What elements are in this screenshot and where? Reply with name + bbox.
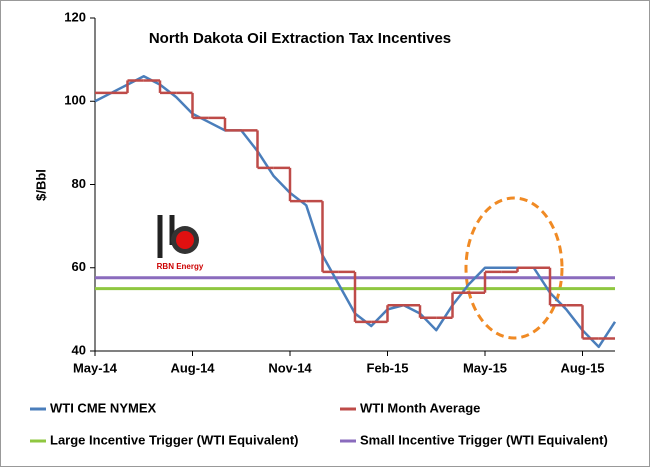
logo-dot [176, 231, 194, 249]
chart-title: North Dakota Oil Extraction Tax Incentiv… [149, 30, 451, 47]
highlight-ellipse [464, 196, 564, 340]
y-tick-label: 120 [64, 9, 86, 24]
x-tick-label: May-15 [463, 360, 507, 375]
legend-label: WTI CME NYMEX [50, 400, 156, 415]
y-axis-label: $/Bbl [33, 169, 48, 201]
legend-label: WTI Month Average [360, 400, 480, 415]
x-tick-label: May-14 [73, 360, 118, 375]
x-tick-label: Aug-15 [560, 360, 604, 375]
x-tick-label: Aug-14 [170, 360, 215, 375]
legend-label: Large Incentive Trigger (WTI Equivalent) [50, 432, 299, 447]
x-tick-label: Feb-15 [367, 360, 409, 375]
y-tick-label: 80 [72, 176, 86, 191]
logo: RBN Energy [157, 215, 204, 271]
logo-text: RBN Energy [157, 262, 204, 271]
legend-label: Small Incentive Trigger (WTI Equivalent) [360, 432, 608, 447]
y-tick-label: 60 [72, 259, 86, 274]
x-tick-label: Nov-14 [268, 360, 312, 375]
y-tick-label: 40 [72, 342, 86, 357]
y-tick-label: 100 [64, 93, 86, 108]
